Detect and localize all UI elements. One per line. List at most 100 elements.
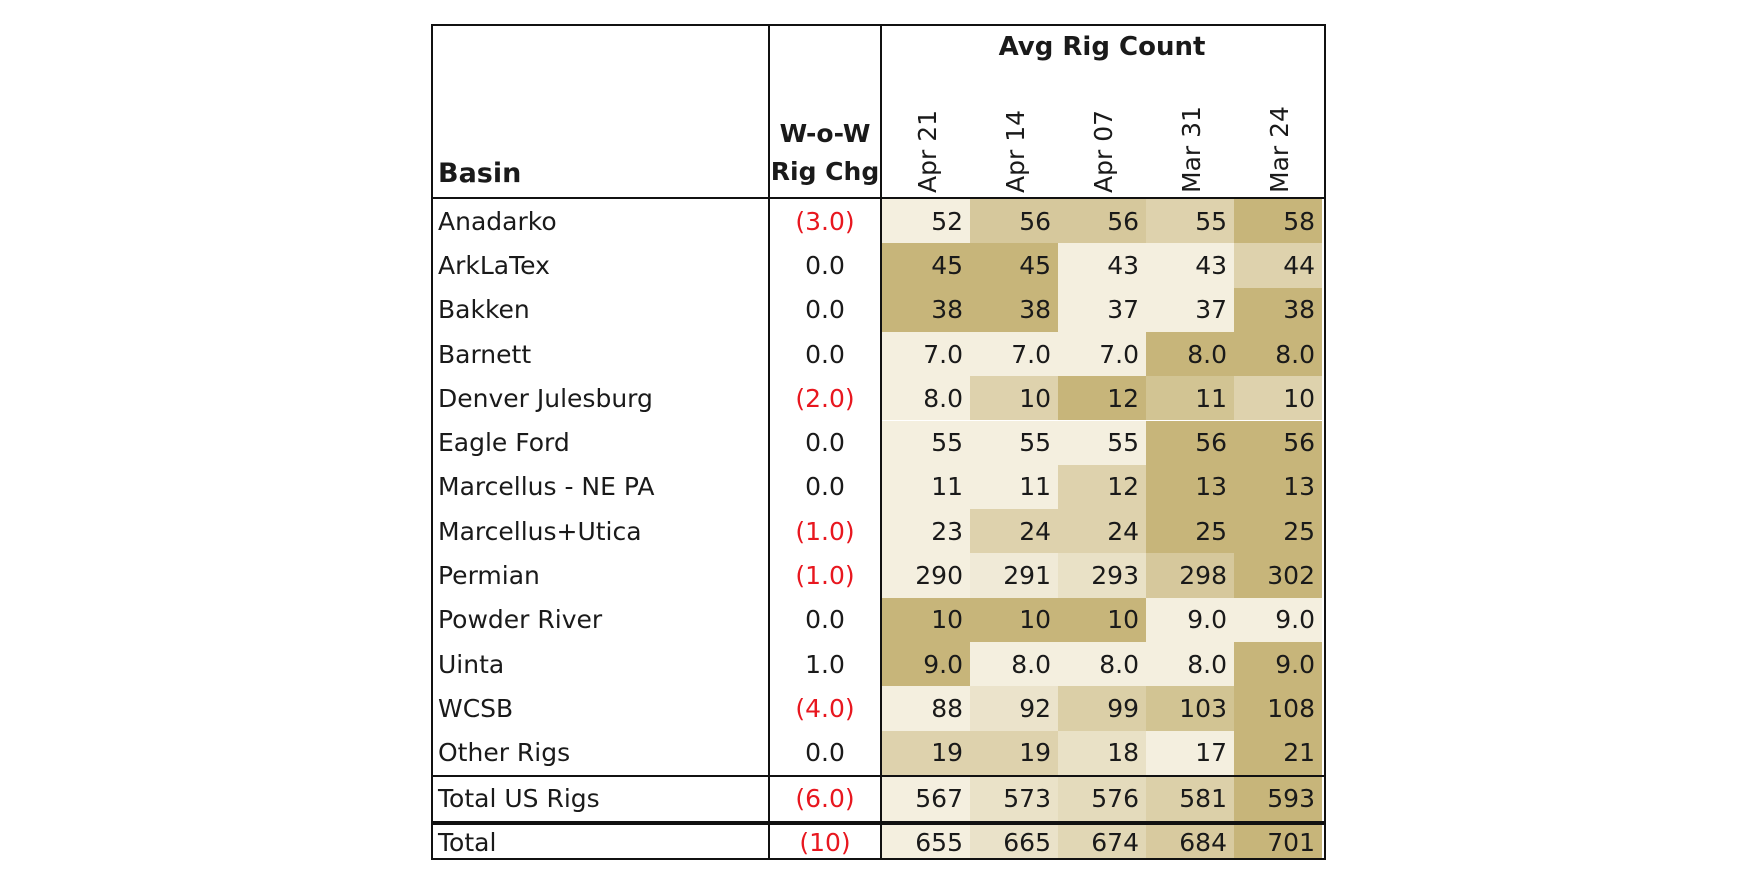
row-value-cell: 103 [1146, 686, 1234, 731]
row-value-cell: 8.0 [1058, 642, 1146, 687]
row-value-cell: 12 [1058, 376, 1146, 421]
row-value-cell: 37 [1058, 287, 1146, 332]
row-value-cell: 9.0 [1146, 597, 1234, 642]
row-value-cell: 19 [882, 730, 970, 775]
row-basin-label: Anadarko [438, 206, 557, 236]
row-value-cell: 55 [1058, 420, 1146, 465]
row-value-cell: 21 [1234, 730, 1322, 775]
row-value-cell: 38 [882, 287, 970, 332]
row-value-cell: 92 [970, 686, 1058, 731]
row-value-cell: 23 [882, 509, 970, 554]
table-outer-border [431, 24, 1326, 860]
row-value-cell: 9.0 [882, 642, 970, 687]
row-basin-label: Marcellus - NE PA [438, 472, 655, 502]
total-us-basin-label: Total US Rigs [438, 784, 600, 814]
row-value-cell: 38 [970, 287, 1058, 332]
row-value-cell: 10 [970, 376, 1058, 421]
row-value-cell: 11 [1146, 376, 1234, 421]
row-basin-label: ArkLaTex [438, 250, 550, 280]
header-basin: Basin [438, 158, 522, 189]
rule-between-totals-b [431, 822, 1326, 825]
row-value-cell: 9.0 [1234, 597, 1322, 642]
row-basin-label: Bakken [438, 295, 530, 325]
header-wow-line: W-o-W [779, 119, 871, 148]
row-value-cell: 45 [970, 243, 1058, 288]
total-us-value-cell: 576 [1058, 776, 1146, 821]
rig-count-table: Basin W-o-W Rig Chg Avg Rig Count Apr 21 Apr … [431, 24, 1326, 860]
row-wow-change: 0.0 [805, 472, 845, 502]
row-value-cell: 25 [1146, 509, 1234, 554]
row-value-cell: 37 [1146, 287, 1234, 332]
row-value-cell: 56 [1058, 199, 1146, 244]
row-value-cell: 108 [1234, 686, 1322, 731]
row-value-cell: 55 [970, 420, 1058, 465]
row-value-cell: 56 [970, 199, 1058, 244]
header-avg-rig-count: Avg Rig Count [998, 32, 1206, 62]
row-value-cell: 25 [1234, 509, 1322, 554]
row-value-cell: 298 [1146, 553, 1234, 598]
row-value-cell: 55 [882, 420, 970, 465]
row-value-cell: 10 [970, 597, 1058, 642]
row-basin-label: Other Rigs [438, 738, 571, 768]
row-value-cell: 291 [970, 553, 1058, 598]
row-basin-label: Uinta [438, 649, 505, 679]
row-value-cell: 293 [1058, 553, 1146, 598]
rule-after-chg [880, 24, 882, 860]
total-value-cell: 655 [882, 824, 970, 860]
row-wow-change: (3.0) [795, 206, 855, 236]
row-basin-label: Powder River [438, 605, 603, 635]
row-value-cell: 56 [1146, 420, 1234, 465]
row-value-cell: 13 [1146, 464, 1234, 510]
total-us-value-cell: 581 [1146, 776, 1234, 821]
row-value-cell: 10 [882, 597, 970, 642]
row-value-cell: 43 [1058, 243, 1146, 288]
row-value-cell: 302 [1234, 553, 1322, 598]
row-value-cell: 55 [1146, 199, 1234, 244]
row-value-cell: 9.0 [1234, 642, 1322, 687]
total-us-value-cell: 573 [970, 776, 1058, 821]
row-value-cell: 56 [1234, 420, 1322, 465]
row-value-cell: 8.0 [1146, 642, 1234, 687]
rule-after-basin [768, 24, 770, 860]
total-basin-label: Total [438, 827, 497, 857]
total-us-value-cell: 593 [1234, 776, 1322, 821]
row-wow-change: 0.0 [805, 339, 845, 369]
rule-between-totals-a [431, 820, 1326, 823]
row-value-cell: 99 [1058, 686, 1146, 731]
row-value-cell: 10 [1234, 376, 1322, 421]
row-value-cell: 10 [1058, 597, 1146, 642]
row-wow-change: 0.0 [805, 295, 845, 325]
total-value-cell: 684 [1146, 824, 1234, 860]
row-basin-label: Barnett [438, 339, 532, 369]
row-value-cell: 8.0 [970, 642, 1058, 687]
row-basin-label: Denver Julesburg [438, 383, 653, 413]
rule-above-totals [431, 774, 1326, 777]
row-wow-change: (1.0) [795, 561, 855, 591]
row-value-cell: 24 [970, 509, 1058, 554]
row-value-cell: 8.0 [882, 376, 970, 421]
rule-under-header [431, 197, 1326, 199]
row-value-cell: 13 [1234, 464, 1322, 510]
row-wow-change: 0.0 [805, 250, 845, 280]
row-value-cell: 19 [970, 730, 1058, 775]
row-value-cell: 24 [1058, 509, 1146, 554]
row-value-cell: 43 [1146, 243, 1234, 288]
row-wow-change: (2.0) [795, 383, 855, 413]
row-value-cell: 8.0 [1234, 331, 1322, 377]
row-basin-label: Marcellus+Utica [438, 516, 642, 546]
row-value-cell: 44 [1234, 243, 1322, 288]
row-value-cell: 8.0 [1146, 331, 1234, 377]
row-value-cell: 11 [970, 464, 1058, 510]
row-wow-change: 0.0 [805, 738, 845, 768]
row-value-cell: 38 [1234, 287, 1322, 332]
row-basin-label: WCSB [438, 693, 514, 723]
total-us-wow-change: (6.0) [795, 784, 855, 814]
row-value-cell: 12 [1058, 464, 1146, 510]
row-value-cell: 52 [882, 199, 970, 244]
total-value-cell: 701 [1234, 824, 1322, 860]
row-value-cell: 18 [1058, 730, 1146, 775]
row-value-cell: 45 [882, 243, 970, 288]
total-wow-change: (10) [799, 827, 851, 857]
total-value-cell: 674 [1058, 824, 1146, 860]
row-value-cell: 290 [882, 553, 970, 598]
